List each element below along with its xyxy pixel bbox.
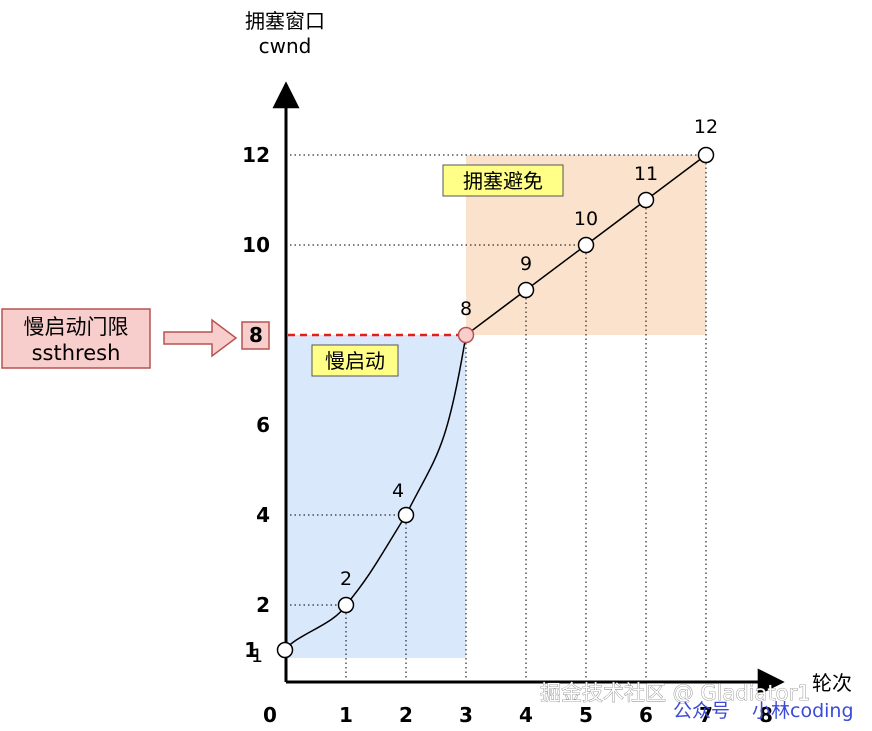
y-tick-12: 12 [242,143,270,167]
data-point-6 [637,191,655,209]
point-label-0: 1 [251,645,263,667]
data-point-7 [697,146,715,164]
ssthresh-callout-line2: ssthresh [32,341,121,365]
x-tick-5: 5 [579,703,593,727]
slow-start-region [287,335,466,658]
x-tick-4: 4 [519,703,533,727]
y-tick-8: 8 [249,323,263,347]
watermark-sub-left: 公众号 [673,700,730,722]
ssthresh-tick-box [241,321,270,350]
x-tick-1: 1 [339,703,353,727]
slow-start-label-box [311,344,399,377]
x-tick-0: 0 [263,703,277,727]
y-tick-1: 1 [244,638,258,662]
congestion-avoidance-label-box [442,164,564,197]
x-tick-2: 2 [399,703,413,727]
congestion-avoidance-label: 拥塞避免 [463,169,543,193]
watermark-sub-right: 小林coding [752,700,854,722]
ssthresh-arrow-icon [163,318,238,358]
x-tick-7: 7 [699,703,713,727]
data-point-2 [397,506,415,524]
y-axis-title-en: cwnd [259,34,312,58]
y-tick-6: 6 [256,413,270,437]
point-label-4: 9 [520,253,532,275]
ssthresh-callout-line1: 慢启动门限 [24,315,129,339]
y-axis-title-cn: 拥塞窗口 [245,9,325,33]
point-label-3: 8 [460,298,472,320]
point-label-6: 11 [634,163,658,185]
ssthresh-callout-box [1,308,151,369]
point-label-2: 4 [392,480,404,502]
point-label-7: 12 [694,116,718,138]
data-point-1 [337,596,355,614]
y-tick-2: 2 [256,593,270,617]
x-axis-title: 轮次 [812,671,852,695]
watermark-main: 掘金技术社区 @ Gladiator1 [540,681,810,705]
x-tick-8: 8 [759,703,773,727]
data-point-0 [276,641,294,659]
point-label-1: 2 [340,568,352,590]
data-point-3 [457,326,475,344]
y-tick-10: 10 [242,233,270,257]
cwnd-curve [284,154,707,651]
x-tick-3: 3 [459,703,473,727]
x-tick-6: 6 [639,703,653,727]
data-point-4 [517,281,535,299]
slow-start-label: 慢启动 [325,349,385,373]
data-point-5 [577,236,595,254]
point-label-5: 10 [574,208,598,230]
y-tick-4: 4 [256,503,270,527]
